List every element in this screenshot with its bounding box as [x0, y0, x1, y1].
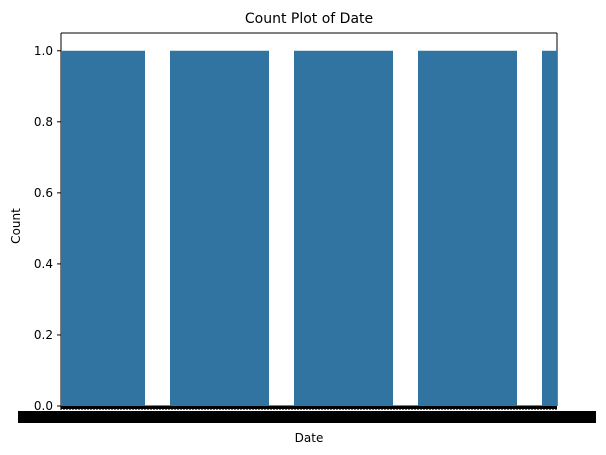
y-tick-label: 0.0 — [34, 399, 53, 413]
bar — [61, 50, 145, 406]
x-tick-labels-overlap — [18, 411, 596, 423]
y-axis-label: Count — [9, 208, 23, 244]
bars — [61, 50, 557, 406]
y-tick-label: 1.0 — [34, 44, 53, 58]
y-tick-label: 0.4 — [34, 257, 53, 271]
x-axis-label: Date — [295, 431, 324, 445]
bar — [418, 50, 517, 406]
bar — [170, 50, 269, 406]
x-tick-band — [61, 406, 557, 409]
y-tick-label: 0.2 — [34, 328, 53, 342]
y-axis: 0.0 0.2 0.4 0.6 0.8 1.0 — [34, 44, 61, 413]
bar — [294, 50, 393, 406]
chart-title: Count Plot of Date — [245, 11, 373, 27]
x-axis — [18, 406, 596, 423]
y-tick-label: 0.6 — [34, 186, 53, 200]
y-tick-label: 0.8 — [34, 115, 53, 129]
bar — [542, 50, 557, 406]
